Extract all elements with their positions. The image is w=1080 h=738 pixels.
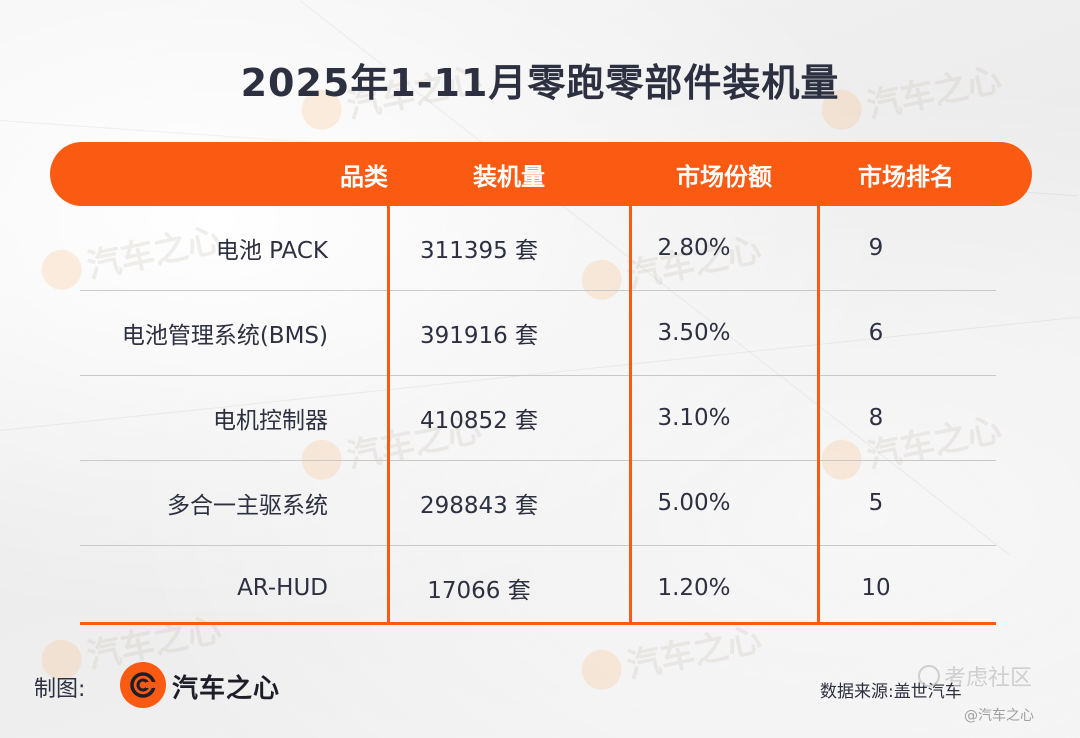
cell-share: 5.00% [657,490,731,516]
cell-volume: 391916 套 [419,323,539,349]
cell-volume: 311395 套 [419,238,539,264]
column-divider [629,206,632,624]
table-row: 电池管理系统(BMS) 391916 套 3.50% 6 [80,291,996,376]
cell-rank: 5 [868,490,884,516]
qichezhixin-logo-icon [120,662,166,708]
cell-volume: 298843 套 [419,493,539,519]
table-row: 电池 PACK 311395 套 2.80% 9 [80,206,996,291]
header-category: 品类 [340,162,388,191]
table-row: 电机控制器 410852 套 3.10% 8 [80,376,996,461]
corner-watermark: 考虑社区 [918,660,1032,692]
cell-category: 电池 PACK [215,238,328,264]
cell-volume: 410852 套 [419,408,539,434]
cell-share: 3.50% [657,320,731,346]
cell-rank: 10 [861,575,891,601]
cell-share: 1.20% [657,575,731,601]
table-bottom-rule [80,622,996,625]
cell-category: AR-HUD [237,575,328,601]
header-rank: 市场排名 [858,162,954,191]
cell-rank: 9 [868,235,884,261]
cell-share: 2.80% [657,235,731,261]
watermark-logo-icon [37,245,86,293]
watermark-logo-icon [577,645,626,693]
cell-category: 多合一主驱系统 [167,493,328,519]
column-divider [817,206,820,624]
table-row: AR-HUD 17066 套 1.20% 10 [80,546,996,630]
corner-watermark-sub: @汽车之心 [964,708,1034,724]
data-source: 数据来源:盖世汽车 [820,682,962,702]
cell-category: 电池管理系统(BMS) [121,323,328,349]
page-title: 2025年1-11月零跑零部件装机量 [240,61,840,105]
cell-category: 电机控制器 [213,408,328,434]
header-volume: 装机量 [473,162,545,191]
cell-share: 3.10% [657,405,731,431]
brand-logo-text: 汽车之心 [172,674,281,704]
table-header: 品类 装机量 市场份额 市场排名 [50,142,1032,206]
ring-icon [918,665,940,687]
table-row: 多合一主驱系统 298843 套 5.00% 5 [80,461,996,546]
table-body: 电池 PACK 311395 套 2.80% 9 电池管理系统(BMS) 391… [80,206,996,630]
cell-rank: 6 [868,320,884,346]
header-share: 市场份额 [676,162,772,191]
cell-volume: 17066 套 [427,578,531,604]
column-divider [387,206,390,624]
cell-rank: 8 [868,405,884,431]
made-by-label: 制图: [34,677,86,702]
